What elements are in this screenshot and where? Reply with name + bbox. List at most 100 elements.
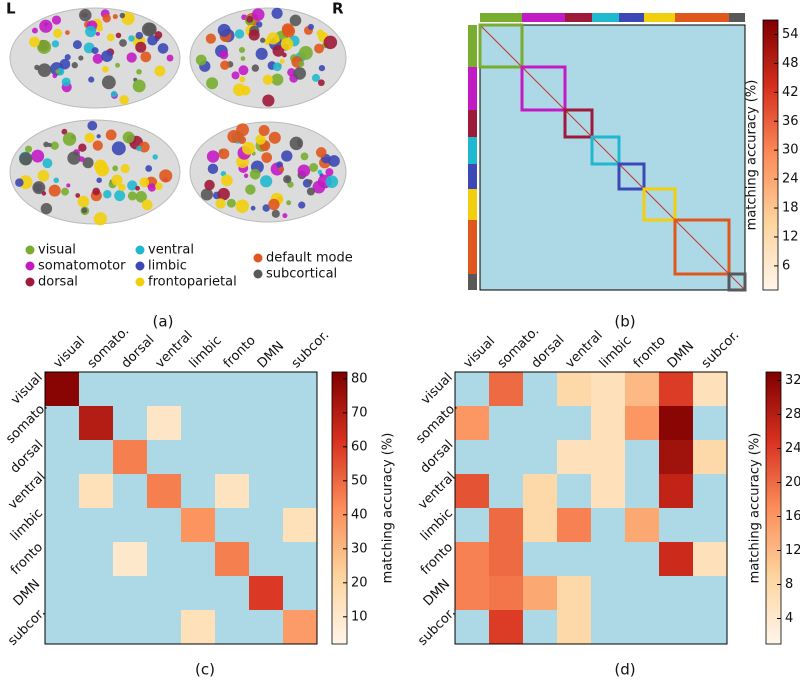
legend-swatch	[135, 277, 145, 287]
roi-dot	[307, 23, 314, 30]
heatmap-cell	[591, 576, 626, 611]
heatmap-cell	[557, 508, 592, 543]
heatmap-cell	[249, 610, 284, 645]
colorbar-tick-label: 16	[785, 509, 800, 524]
roi-dot	[95, 162, 110, 177]
roi-dot	[115, 32, 122, 39]
roi-dot	[93, 212, 108, 226]
legend-swatch	[135, 261, 145, 271]
roi-dot	[119, 95, 129, 105]
network-bar-left	[468, 220, 477, 274]
caption: (b)	[614, 313, 635, 331]
heatmap-cell	[455, 406, 490, 441]
heatmap-cell	[693, 610, 728, 645]
roi-dot	[246, 15, 254, 23]
roi-dot	[114, 190, 126, 202]
heatmap-cell	[147, 406, 182, 441]
heatmap-cell	[45, 610, 80, 645]
network-bar-left	[468, 274, 477, 290]
caption: (c)	[195, 661, 215, 679]
roi-dot	[280, 37, 294, 51]
network-bar-left	[468, 137, 477, 164]
roi-dot	[315, 147, 327, 158]
legend-label: frontoparietal	[148, 275, 237, 290]
roi-dot	[207, 163, 219, 175]
x-tick-label: visual	[461, 334, 498, 371]
roi-dot	[101, 75, 116, 90]
legend-label: visual	[38, 243, 76, 258]
roi-dot	[106, 33, 115, 42]
roi-dot	[37, 169, 50, 182]
roi-dot	[15, 178, 24, 187]
heatmap-cell	[79, 576, 114, 611]
roi-dot	[127, 180, 138, 191]
roi-dot	[118, 183, 126, 192]
heatmap-cell	[249, 372, 284, 407]
x-tick-label: ventral	[563, 328, 606, 371]
heatmap-cell	[557, 542, 592, 577]
heatmap-cell	[283, 542, 318, 577]
colorbar-tick-label: 30	[351, 541, 368, 556]
heatmap-cell	[591, 372, 626, 407]
roi-dot	[271, 7, 283, 19]
roi-dot	[217, 23, 231, 37]
roi-dot	[115, 62, 120, 68]
y-tick-label: ventral	[5, 469, 48, 512]
heatmap-cell	[147, 508, 182, 543]
heatmap-frame	[454, 371, 728, 645]
y-tick-label: limbic	[8, 506, 46, 544]
heatmap-cell	[455, 440, 490, 475]
heatmap-cell	[489, 474, 524, 509]
roi-dot	[255, 47, 268, 60]
network-bar-top	[729, 13, 745, 22]
heatmap-cell	[45, 440, 80, 475]
roi-dot	[249, 168, 261, 180]
colorbar-tick-label: 48	[782, 56, 799, 71]
roi-dot	[251, 64, 260, 72]
heatmap-frame	[44, 371, 318, 645]
network-bar-top	[522, 13, 565, 22]
colorbar-tick-label: 80	[351, 371, 368, 386]
roi-dot	[248, 29, 260, 41]
heatmap-cell	[557, 372, 592, 407]
roi-dot	[135, 191, 147, 203]
heatmap-cell	[283, 440, 318, 475]
roi-dot	[43, 141, 49, 148]
y-tick-label: fronto	[8, 540, 46, 578]
heatmap-cell	[455, 542, 490, 577]
heatmap-cell	[591, 406, 626, 441]
heatmap-cell	[283, 508, 318, 543]
heatmap-cell	[283, 406, 318, 441]
legend-label: limbic	[148, 259, 187, 274]
roi-dot	[101, 50, 113, 62]
roi-dot	[92, 187, 101, 196]
colorbar	[762, 19, 779, 291]
y-tick-label: fronto	[418, 540, 456, 578]
network-block	[642, 187, 677, 222]
roi-dot	[64, 54, 71, 61]
heatmap-cell	[45, 542, 80, 577]
colorbar-tick-label: 20	[351, 575, 368, 590]
heatmap-cell	[591, 610, 626, 645]
roi-dot	[233, 83, 246, 97]
roi-dot	[262, 74, 273, 85]
heatmap-cell	[489, 508, 524, 543]
roi-dot	[206, 77, 219, 90]
network-bar-left	[468, 25, 477, 67]
roi-dot	[51, 15, 62, 25]
heatmap-cell	[659, 508, 694, 543]
heatmap-cell	[249, 406, 284, 441]
network-bar-top	[644, 13, 675, 22]
network-bar-left	[468, 110, 477, 137]
heatmap-cell	[249, 542, 284, 577]
roi-dot	[87, 120, 98, 131]
roi-dot	[314, 43, 324, 54]
heatmap-cell	[79, 474, 114, 509]
roi-dot	[140, 51, 152, 63]
roi-dot	[240, 56, 246, 61]
heatmap-cell	[113, 576, 148, 611]
roi-dot	[231, 71, 240, 80]
heatmap-cell	[181, 508, 216, 543]
heatmap-cell	[523, 406, 558, 441]
roi-dot	[218, 148, 230, 160]
